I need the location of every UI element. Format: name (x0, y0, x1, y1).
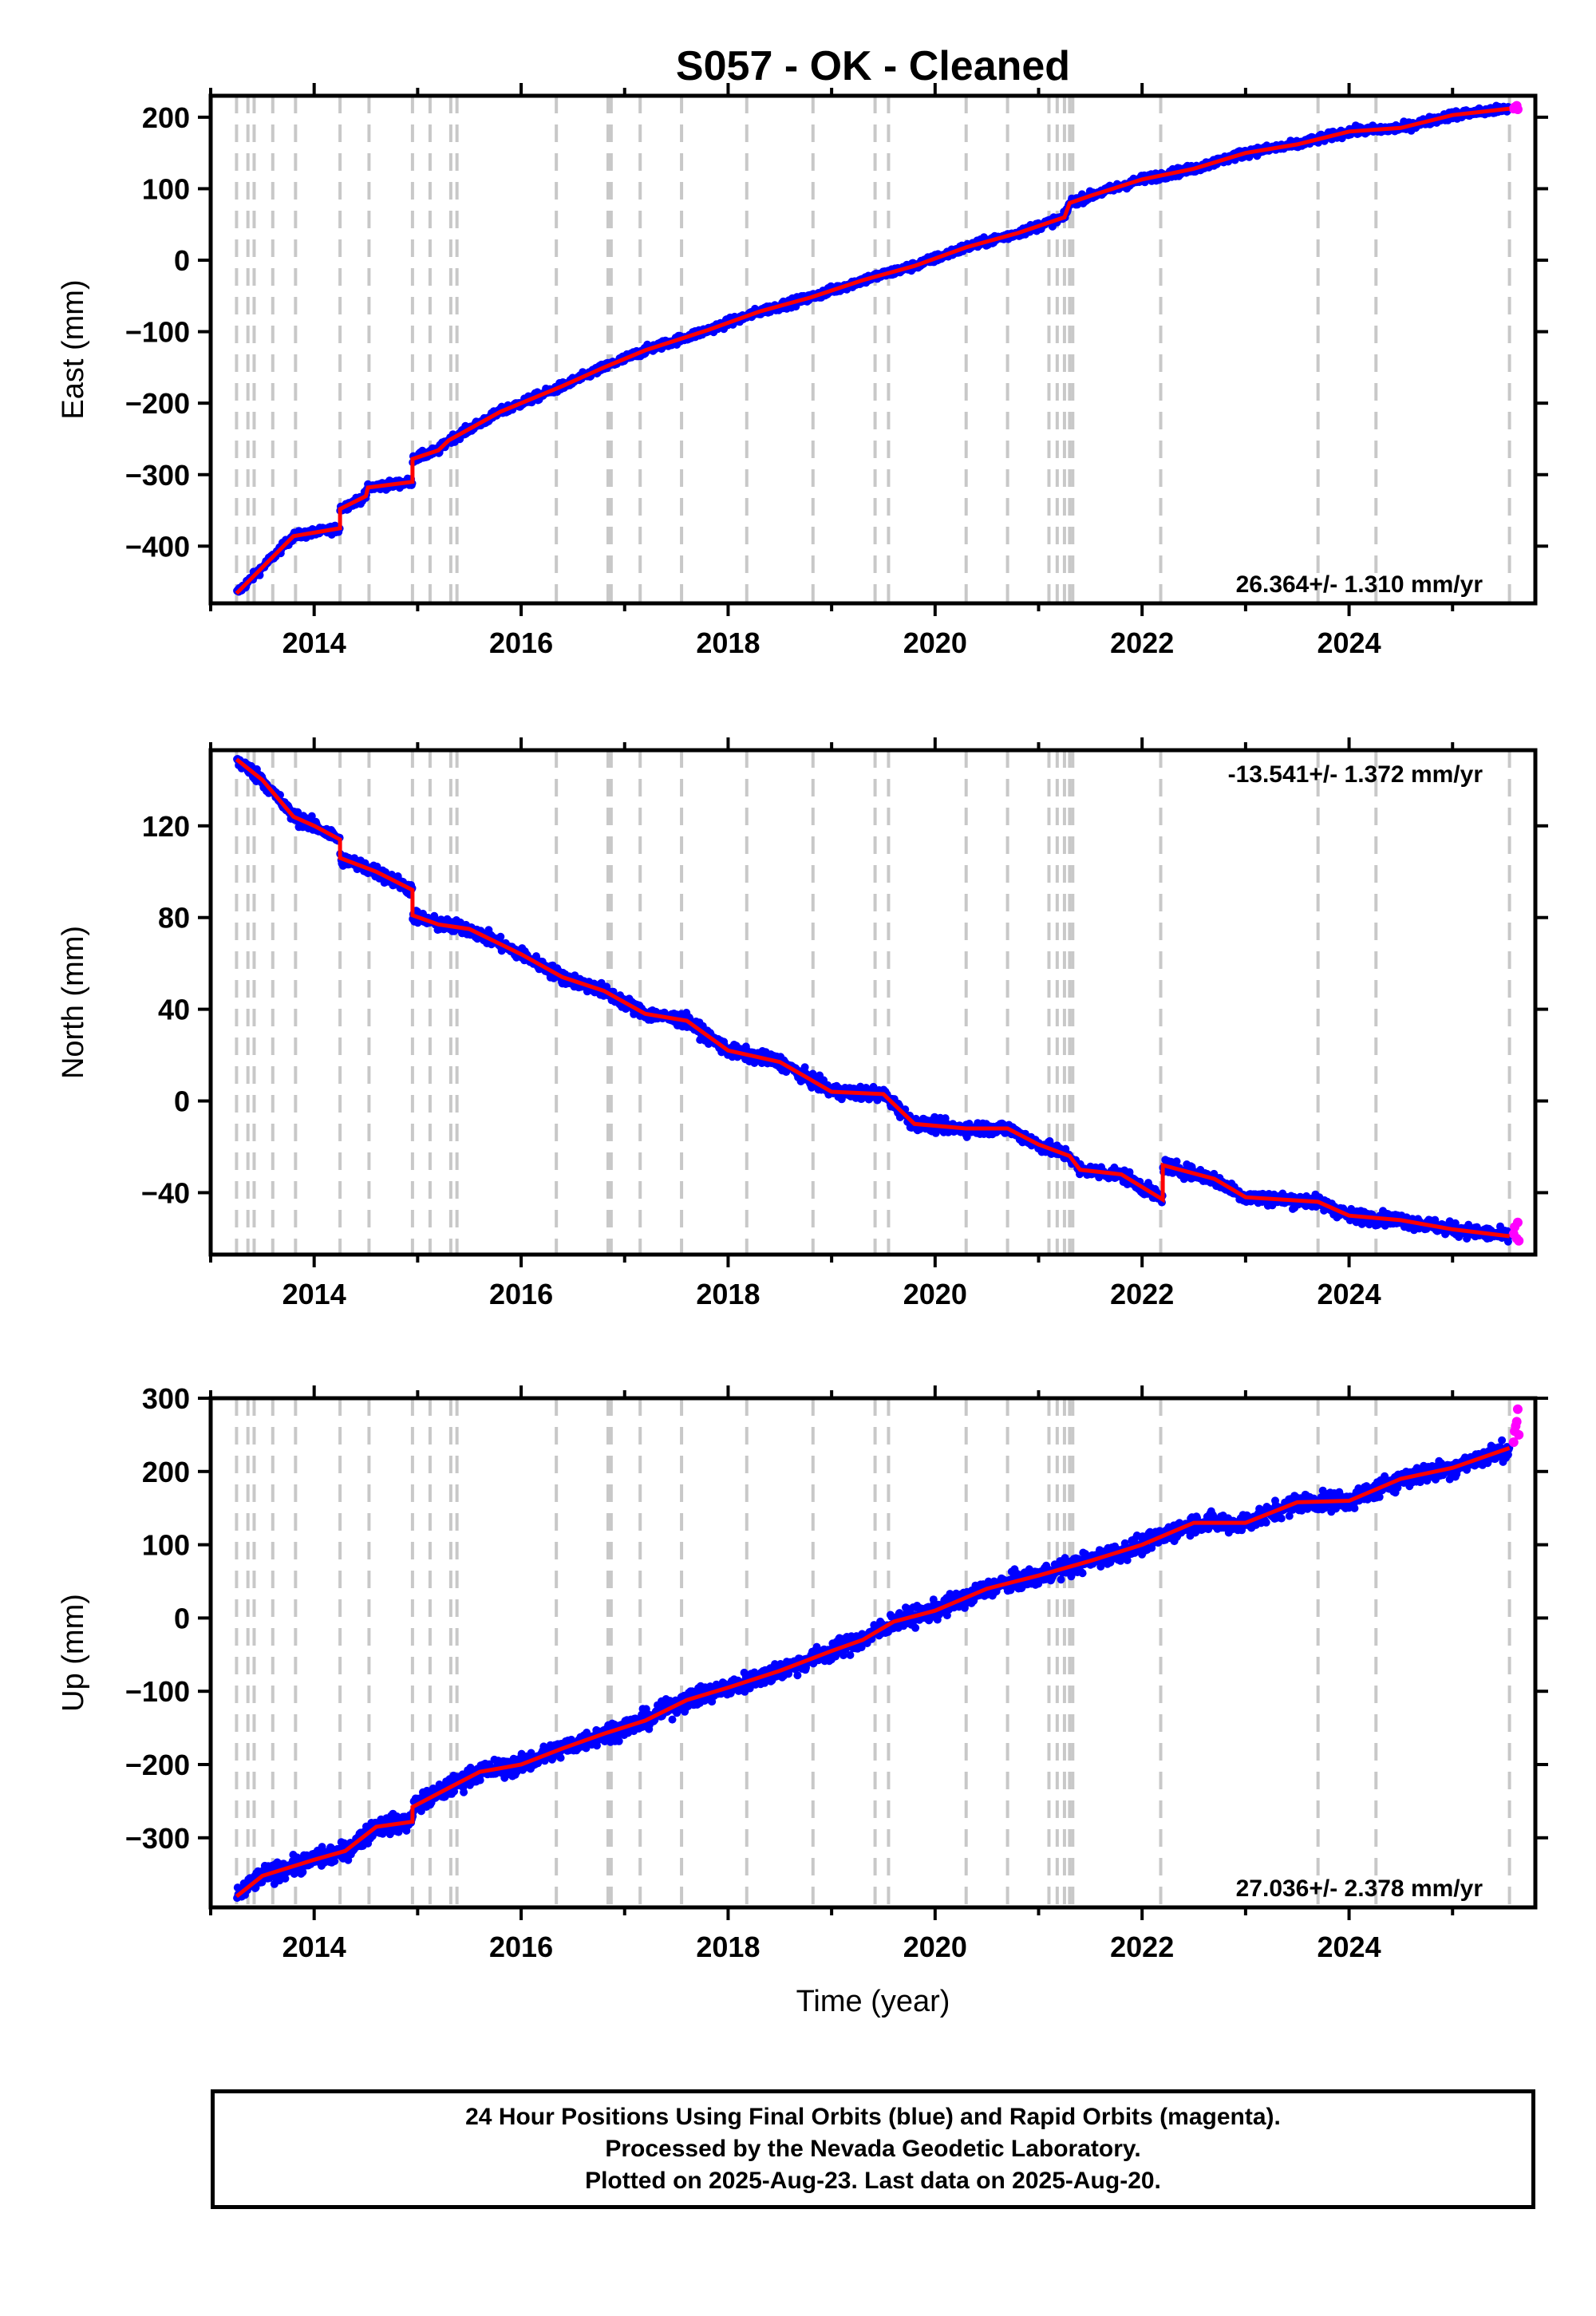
x-tick-label: 2024 (1317, 1278, 1381, 1310)
final-orbit-point (1451, 1219, 1460, 1227)
y-tick-label: −300 (125, 459, 190, 492)
rapid-orbit-point (1512, 1217, 1523, 1227)
y-tick-label: 0 (174, 244, 190, 277)
y-tick-label: −100 (125, 316, 190, 349)
final-orbit-point (281, 1874, 290, 1883)
chart-title: S057 - OK - Cleaned (676, 43, 1070, 89)
x-tick-label: 2014 (282, 626, 346, 659)
y-tick-label: −200 (125, 387, 190, 420)
model-line (235, 106, 1510, 595)
y-tick-label: −400 (125, 530, 190, 563)
rapid-orbit-point (1514, 1235, 1524, 1246)
plot-frame (208, 748, 1538, 1257)
x-tick-label: 2020 (903, 1278, 967, 1310)
rate-label: 26.364+/- 1.310 mm/yr (1236, 571, 1483, 598)
final-orbit-point (307, 812, 316, 820)
x-tick-label: 2018 (696, 626, 760, 659)
y-tick-label: 200 (142, 101, 190, 134)
rapid-orbit-points (1508, 1217, 1524, 1246)
final-orbit-point (1172, 1157, 1181, 1166)
final-orbit-point (298, 1867, 307, 1876)
final-orbit-point (496, 932, 505, 941)
y-tick-label: 120 (142, 810, 190, 843)
y-tick-label: 80 (158, 902, 190, 935)
rapid-orbit-points (1508, 101, 1523, 115)
final-orbit-points (233, 755, 1514, 1246)
x-tick-label: 2016 (489, 626, 553, 659)
final-orbit-point (330, 1857, 339, 1866)
plot-frame (208, 93, 1538, 606)
rate-label: -13.541+/- 1.372 mm/yr (1228, 761, 1483, 788)
final-orbit-point (318, 1843, 326, 1852)
x-tick-label: 2018 (696, 1278, 760, 1310)
x-tick-label: 2024 (1317, 626, 1381, 659)
north-panel: −40 0 40 80 120 2014 2016 2018 2020 2022 2024 North… (57, 737, 1548, 1310)
final-orbit-points (233, 1436, 1514, 1903)
y-axis-label: North (mm) (57, 926, 90, 1079)
x-tick-label: 2022 (1110, 626, 1174, 659)
y-tick-label: 40 (158, 994, 190, 1026)
east-panel: −400 −300 −200 −100 0 100 200 2014 2016 2018 2020 2… (57, 83, 1548, 659)
event-lines (235, 96, 1511, 603)
x-tick-label: 2016 (489, 1278, 553, 1310)
final-orbit-point (1431, 1215, 1440, 1224)
model-line (235, 757, 1510, 1239)
event-lines (235, 1398, 1511, 1907)
y-tick-label: −40 (141, 1176, 190, 1209)
y-tick-label: 0 (174, 1085, 190, 1118)
x-tick-label: 2014 (282, 1278, 346, 1310)
x-tick-label: 2022 (1110, 1278, 1174, 1310)
x-tick-label: 2020 (903, 626, 967, 659)
final-orbit-points (233, 101, 1514, 596)
rapid-orbit-point (1512, 105, 1523, 115)
final-orbit-point (800, 1063, 809, 1072)
y-axis-label: East (mm) (57, 279, 90, 419)
event-lines (235, 750, 1511, 1255)
y-tick-label: 100 (142, 172, 190, 205)
